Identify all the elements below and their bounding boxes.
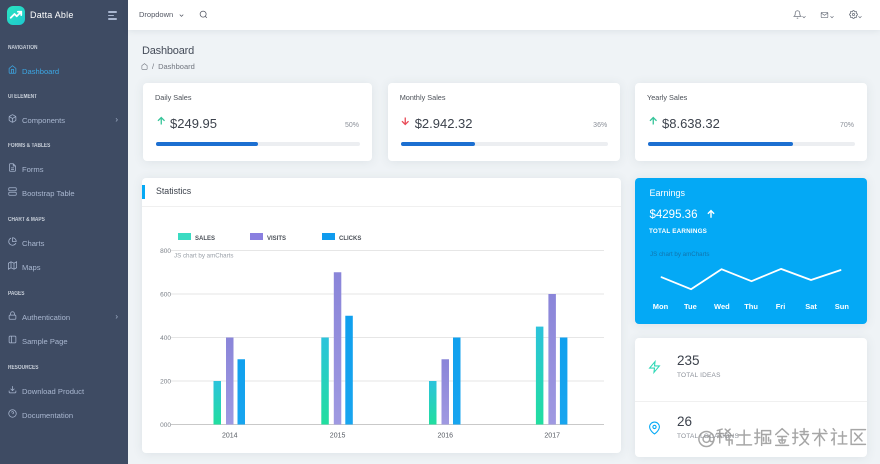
- svg-text:2014: 2014: [222, 433, 238, 440]
- svg-text:SALES: SALES: [195, 236, 215, 242]
- svg-text:400: 400: [160, 335, 171, 342]
- svg-text:600: 600: [160, 292, 171, 299]
- svg-text:000: 000: [160, 422, 171, 429]
- svg-text:200: 200: [160, 379, 171, 386]
- svg-text:CLICKS: CLICKS: [339, 236, 361, 242]
- svg-text:JS chart by amCharts: JS chart by amCharts: [174, 253, 234, 260]
- svg-text:2017: 2017: [544, 433, 560, 440]
- svg-text:800: 800: [160, 248, 171, 255]
- svg-text:2016: 2016: [438, 433, 454, 440]
- svg-text:VISITS: VISITS: [267, 236, 286, 242]
- svg-text:2015: 2015: [330, 433, 346, 440]
